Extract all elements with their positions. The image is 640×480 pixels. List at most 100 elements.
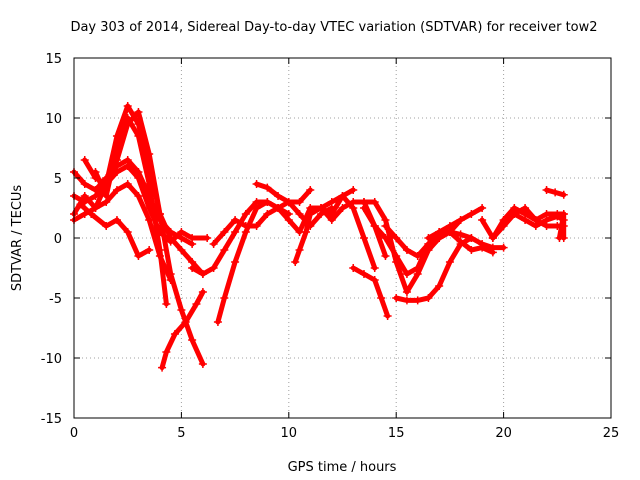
data-point-marker <box>370 222 379 230</box>
data-point-marker <box>123 228 132 236</box>
data-point-marker <box>553 212 562 221</box>
data-point-marker <box>392 234 401 242</box>
data-point-marker <box>551 188 560 197</box>
data-point-marker <box>445 228 454 236</box>
data-point-marker <box>284 210 293 218</box>
data-point-marker <box>435 234 444 242</box>
data-point-marker <box>198 288 207 296</box>
data-point-marker <box>559 190 568 199</box>
data-point-marker <box>349 198 358 206</box>
y-tick-label: -15 <box>41 412 62 427</box>
data-point-marker <box>123 180 132 188</box>
data-point-marker <box>488 243 497 252</box>
y-tick-label: 0 <box>54 232 62 247</box>
data-point-marker <box>192 300 201 308</box>
data-point-marker <box>521 216 530 224</box>
data-point-marker <box>424 294 433 302</box>
data-point-marker <box>263 210 272 218</box>
data-point-marker <box>467 246 476 254</box>
data-point-marker <box>327 216 336 224</box>
data-point-marker <box>295 210 304 218</box>
x-tick-label: 25 <box>603 426 620 441</box>
data-point-marker <box>349 264 358 272</box>
data-point-marker <box>499 222 508 230</box>
data-point-marker <box>295 246 304 254</box>
data-point-marker <box>209 264 218 272</box>
data-point-marker <box>435 282 444 290</box>
data-point-marker <box>542 186 551 194</box>
data-point-marker <box>145 246 154 254</box>
data-point-marker <box>424 246 433 254</box>
series-track-2 <box>71 157 195 247</box>
data-point-marker <box>402 296 411 305</box>
data-point-marker <box>112 144 121 152</box>
data-point-marker <box>177 234 186 242</box>
data-point-marker <box>155 252 164 260</box>
data-point-marker <box>134 252 143 260</box>
data-point-marker <box>488 234 497 242</box>
data-point-marker <box>392 252 401 260</box>
series-track-9 <box>215 193 378 325</box>
data-point-marker <box>123 114 132 122</box>
data-point-marker <box>162 348 171 356</box>
data-point-marker <box>467 210 476 218</box>
series-track-5 <box>93 115 169 307</box>
data-point-marker <box>478 240 487 248</box>
data-point-marker <box>220 246 229 254</box>
data-point-marker <box>381 252 390 260</box>
y-tick-label: -5 <box>49 292 62 307</box>
data-point-marker <box>123 156 132 164</box>
data-point-marker <box>188 240 197 248</box>
data-point-marker <box>188 336 197 344</box>
data-point-marker <box>241 222 250 230</box>
data-point-marker <box>112 216 121 224</box>
data-point-marker <box>263 198 272 206</box>
data-point-marker <box>252 180 261 188</box>
y-tick-label: 10 <box>45 112 62 127</box>
data-point-marker <box>231 216 240 224</box>
data-point-marker <box>383 312 392 320</box>
data-point-marker <box>377 294 386 302</box>
data-point-marker <box>134 132 143 140</box>
data-point-marker <box>402 246 411 254</box>
data-point-marker <box>370 264 379 272</box>
data-point-marker <box>317 204 326 212</box>
data-point-marker <box>456 216 465 224</box>
data-point-marker <box>220 294 229 302</box>
data-point-marker <box>557 222 566 230</box>
data-point-marker <box>467 234 476 242</box>
data-point-marker <box>402 288 411 296</box>
x-axis-label: GPS time / hours <box>288 460 397 475</box>
data-point-marker <box>478 216 487 224</box>
data-point-marker <box>166 234 175 242</box>
data-point-marker <box>134 192 143 200</box>
data-point-marker <box>198 270 207 278</box>
data-point-marker <box>91 204 100 212</box>
data-point-marker <box>306 210 315 218</box>
data-point-marker <box>102 198 111 206</box>
series-track-4 <box>82 109 206 367</box>
axis-ticks: 0 5 10 15 20 25 15 10 5 0 -5 -10 -15 <box>41 52 620 441</box>
data-point-marker <box>198 360 207 368</box>
series-track-17 <box>350 265 391 319</box>
data-point-marker <box>76 200 85 209</box>
series-track-11 <box>211 199 335 247</box>
data-point-marker <box>359 204 368 212</box>
data-point-marker <box>188 264 197 272</box>
data-point-marker <box>456 230 465 239</box>
data-point-marker <box>338 192 347 200</box>
data-point-marker <box>91 186 100 194</box>
series-track-16 <box>361 205 464 277</box>
data-point-marker <box>402 270 411 278</box>
data-point-marker <box>306 186 315 194</box>
y-tick-label: -10 <box>41 352 62 367</box>
data-point-marker <box>220 228 229 236</box>
data-point-marker <box>87 210 96 218</box>
data-point-marker <box>80 156 89 164</box>
data-point-marker <box>112 186 121 194</box>
data-point-marker <box>134 108 143 116</box>
data-point-marker <box>284 198 293 206</box>
data-point-marker <box>542 216 551 224</box>
data-point-marker <box>231 258 240 266</box>
